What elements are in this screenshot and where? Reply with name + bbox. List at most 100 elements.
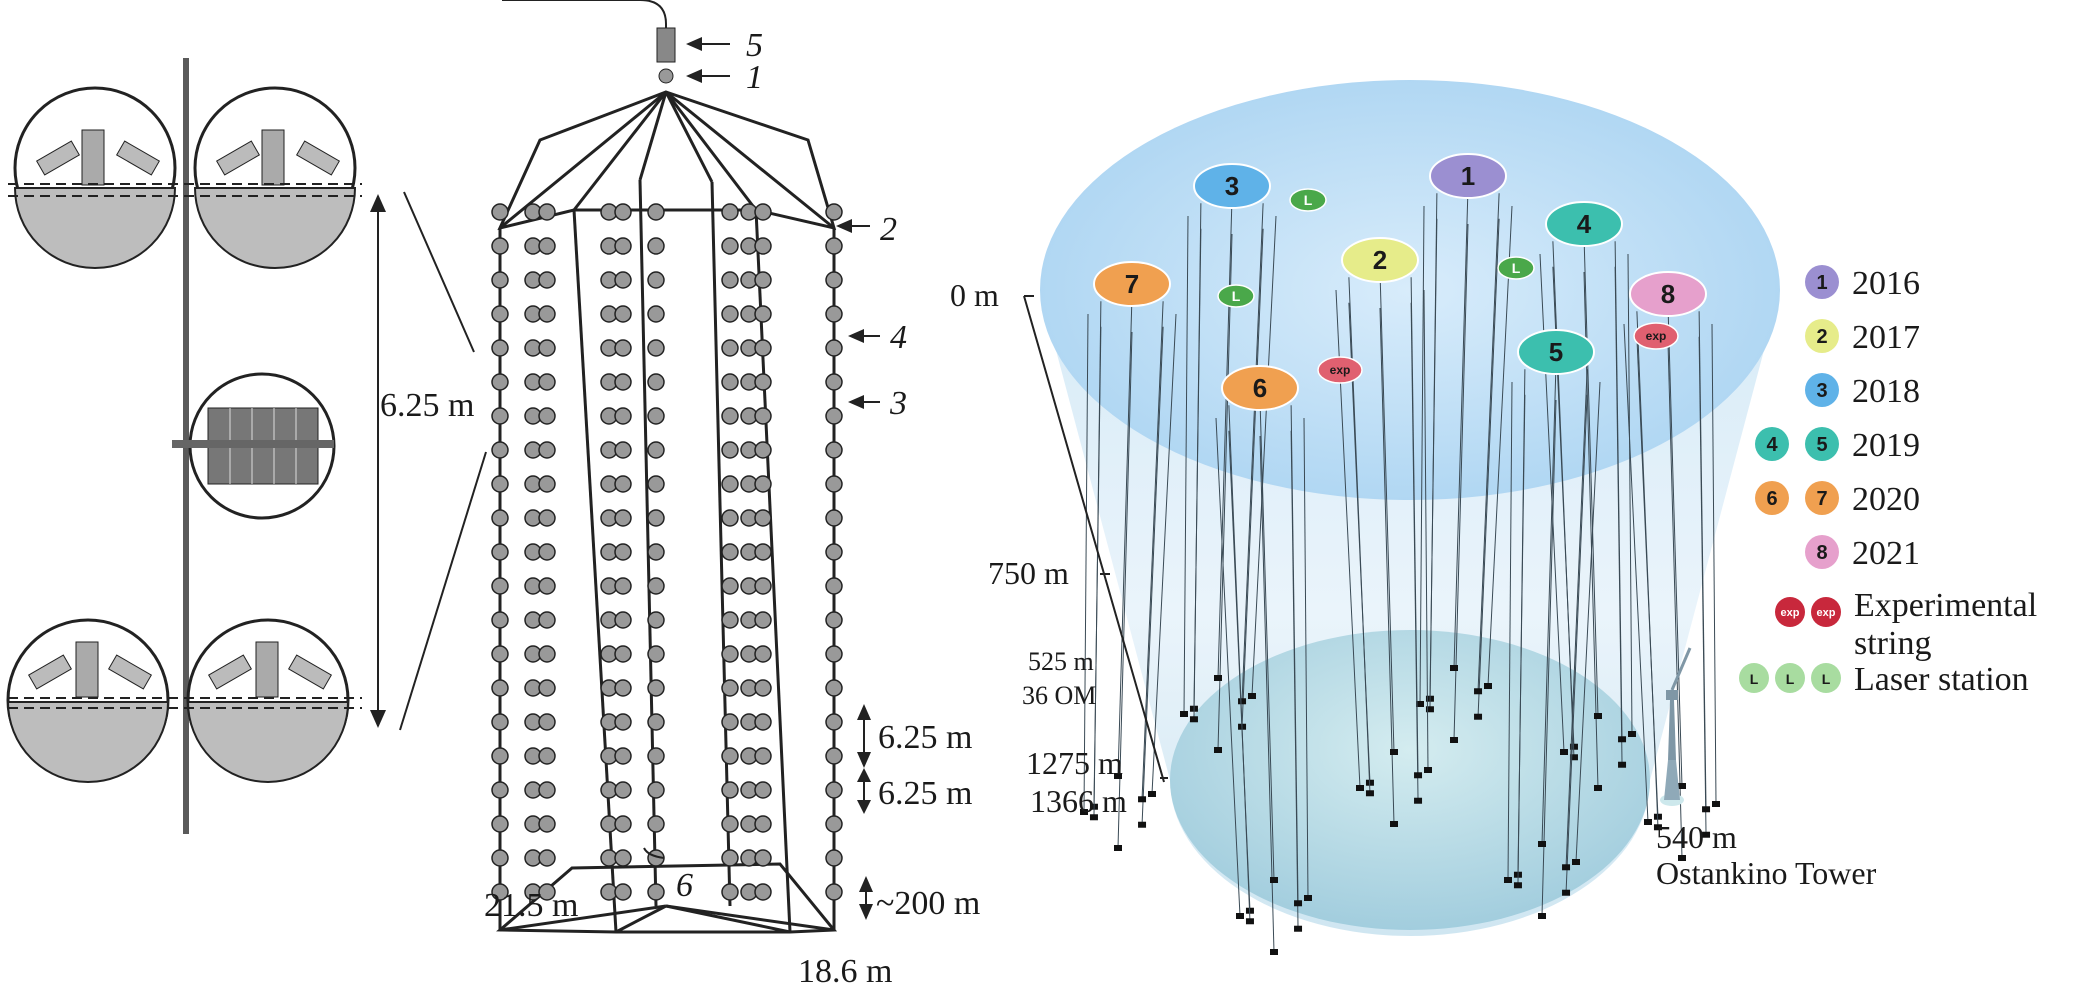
om-dot [538, 679, 556, 697]
om-dot [825, 849, 843, 867]
legend-row: 2 2017 [1805, 319, 1920, 356]
om-dot [538, 713, 556, 731]
om-dot [754, 237, 772, 255]
om-dot [825, 713, 843, 731]
om-dot [721, 577, 739, 595]
string-anchor [1560, 749, 1568, 755]
legend-badge-label: 2 [1816, 326, 1827, 348]
om-dot [721, 305, 739, 323]
om-dot [538, 747, 556, 765]
string-anchor [1618, 761, 1627, 768]
om-dot [614, 509, 632, 527]
cluster-badge: 4 [1545, 201, 1623, 247]
callout-2: 2 [836, 211, 897, 248]
string-anchor [1562, 864, 1571, 871]
om-dot [721, 509, 739, 527]
string-anchor [1390, 821, 1398, 827]
om-dot [825, 373, 843, 391]
legend-exp-badge-label: exp [1817, 607, 1836, 619]
callout-6-leader [643, 847, 665, 859]
om-dot [754, 373, 772, 391]
cluster-badge-label: 3 [1225, 171, 1239, 201]
string-line [1552, 241, 1575, 758]
om-dot [614, 543, 632, 561]
optical-modules [491, 203, 843, 901]
depth-1366: 1366 m [1030, 783, 1127, 819]
legend-laser-label: Laser station [1854, 661, 2029, 698]
legend-year: 2020 [1852, 481, 1920, 518]
string-line [1541, 399, 1557, 917]
string-line [1636, 311, 1659, 828]
legend-badge [1805, 319, 1839, 353]
legend-badge [1805, 265, 1839, 299]
om-dot [721, 611, 739, 629]
om-dot [754, 475, 772, 493]
legend-year: 2016 [1852, 265, 1920, 302]
om-dot [538, 611, 556, 629]
string-line [1667, 341, 1683, 859]
legend-row: 6 7 2020 [1755, 481, 1920, 518]
exp-badge-label: exp [1330, 363, 1351, 377]
string-anchor [1356, 785, 1364, 791]
string-anchor [1628, 731, 1636, 737]
om-dot [491, 645, 509, 663]
string-anchor [1248, 693, 1256, 699]
legend-badge [1805, 427, 1839, 461]
string-anchor [1414, 772, 1423, 779]
string-line [1290, 405, 1299, 904]
string-anchor [1702, 806, 1711, 813]
optical-module-panel: 6.25 m [6, 58, 487, 834]
laser-station-badge: L [1289, 188, 1327, 212]
om-dot [491, 543, 509, 561]
cluster-badge-label: 4 [1577, 209, 1592, 239]
om-dot [721, 237, 739, 255]
om-dot [647, 441, 665, 459]
om-dot [538, 407, 556, 425]
om-dot [614, 645, 632, 663]
om-dot [491, 849, 509, 867]
laser-station-badge: L [1497, 256, 1535, 280]
string-anchor [1238, 698, 1247, 705]
legend-laser-badge-label: L [1822, 671, 1831, 687]
om-dot [825, 543, 843, 561]
legend-year: 2018 [1852, 373, 1920, 410]
om-dot [754, 611, 772, 629]
spacing-arrow [857, 768, 871, 814]
legend-exp-badge [1775, 597, 1805, 627]
legend-row: 3 2018 [1805, 373, 1920, 410]
callout-3: 3 [848, 385, 907, 422]
om-dot [647, 373, 665, 391]
depth-1275: 1275 m [1026, 745, 1123, 781]
om-dot [491, 883, 509, 901]
om-dot [538, 577, 556, 595]
string-line [1711, 323, 1717, 805]
string-anchor [1484, 683, 1492, 689]
om-dot [491, 611, 509, 629]
om-count-label: 36 OM [1022, 681, 1096, 710]
string-anchor [1416, 701, 1424, 707]
string-anchor [1245, 918, 1254, 925]
om-dot [825, 815, 843, 833]
callout-label: 5 [746, 27, 763, 64]
string-line [1477, 193, 1500, 692]
om-dot [754, 679, 772, 697]
om-dot [825, 441, 843, 459]
legend-row: 8 2021 [1805, 535, 1920, 572]
string-anchor [1562, 889, 1571, 896]
om-dot [754, 713, 772, 731]
string-anchor [1474, 688, 1483, 695]
legend-badge [1805, 481, 1839, 515]
om-dot [538, 815, 556, 833]
laser-badge-label: L [1304, 192, 1313, 208]
legend-badge-label: 6 [1766, 488, 1777, 510]
cluster-badge-label: 8 [1661, 279, 1675, 309]
legend-experimental: exp exp Experimental string [1775, 587, 2037, 662]
om-dot [754, 407, 772, 425]
callout-label: 3 [889, 385, 907, 422]
string-line [1423, 289, 1429, 771]
callout-label: 1 [746, 59, 763, 96]
om-dot [491, 713, 509, 731]
string-line [1093, 301, 1102, 818]
string-anchor [1594, 785, 1602, 791]
